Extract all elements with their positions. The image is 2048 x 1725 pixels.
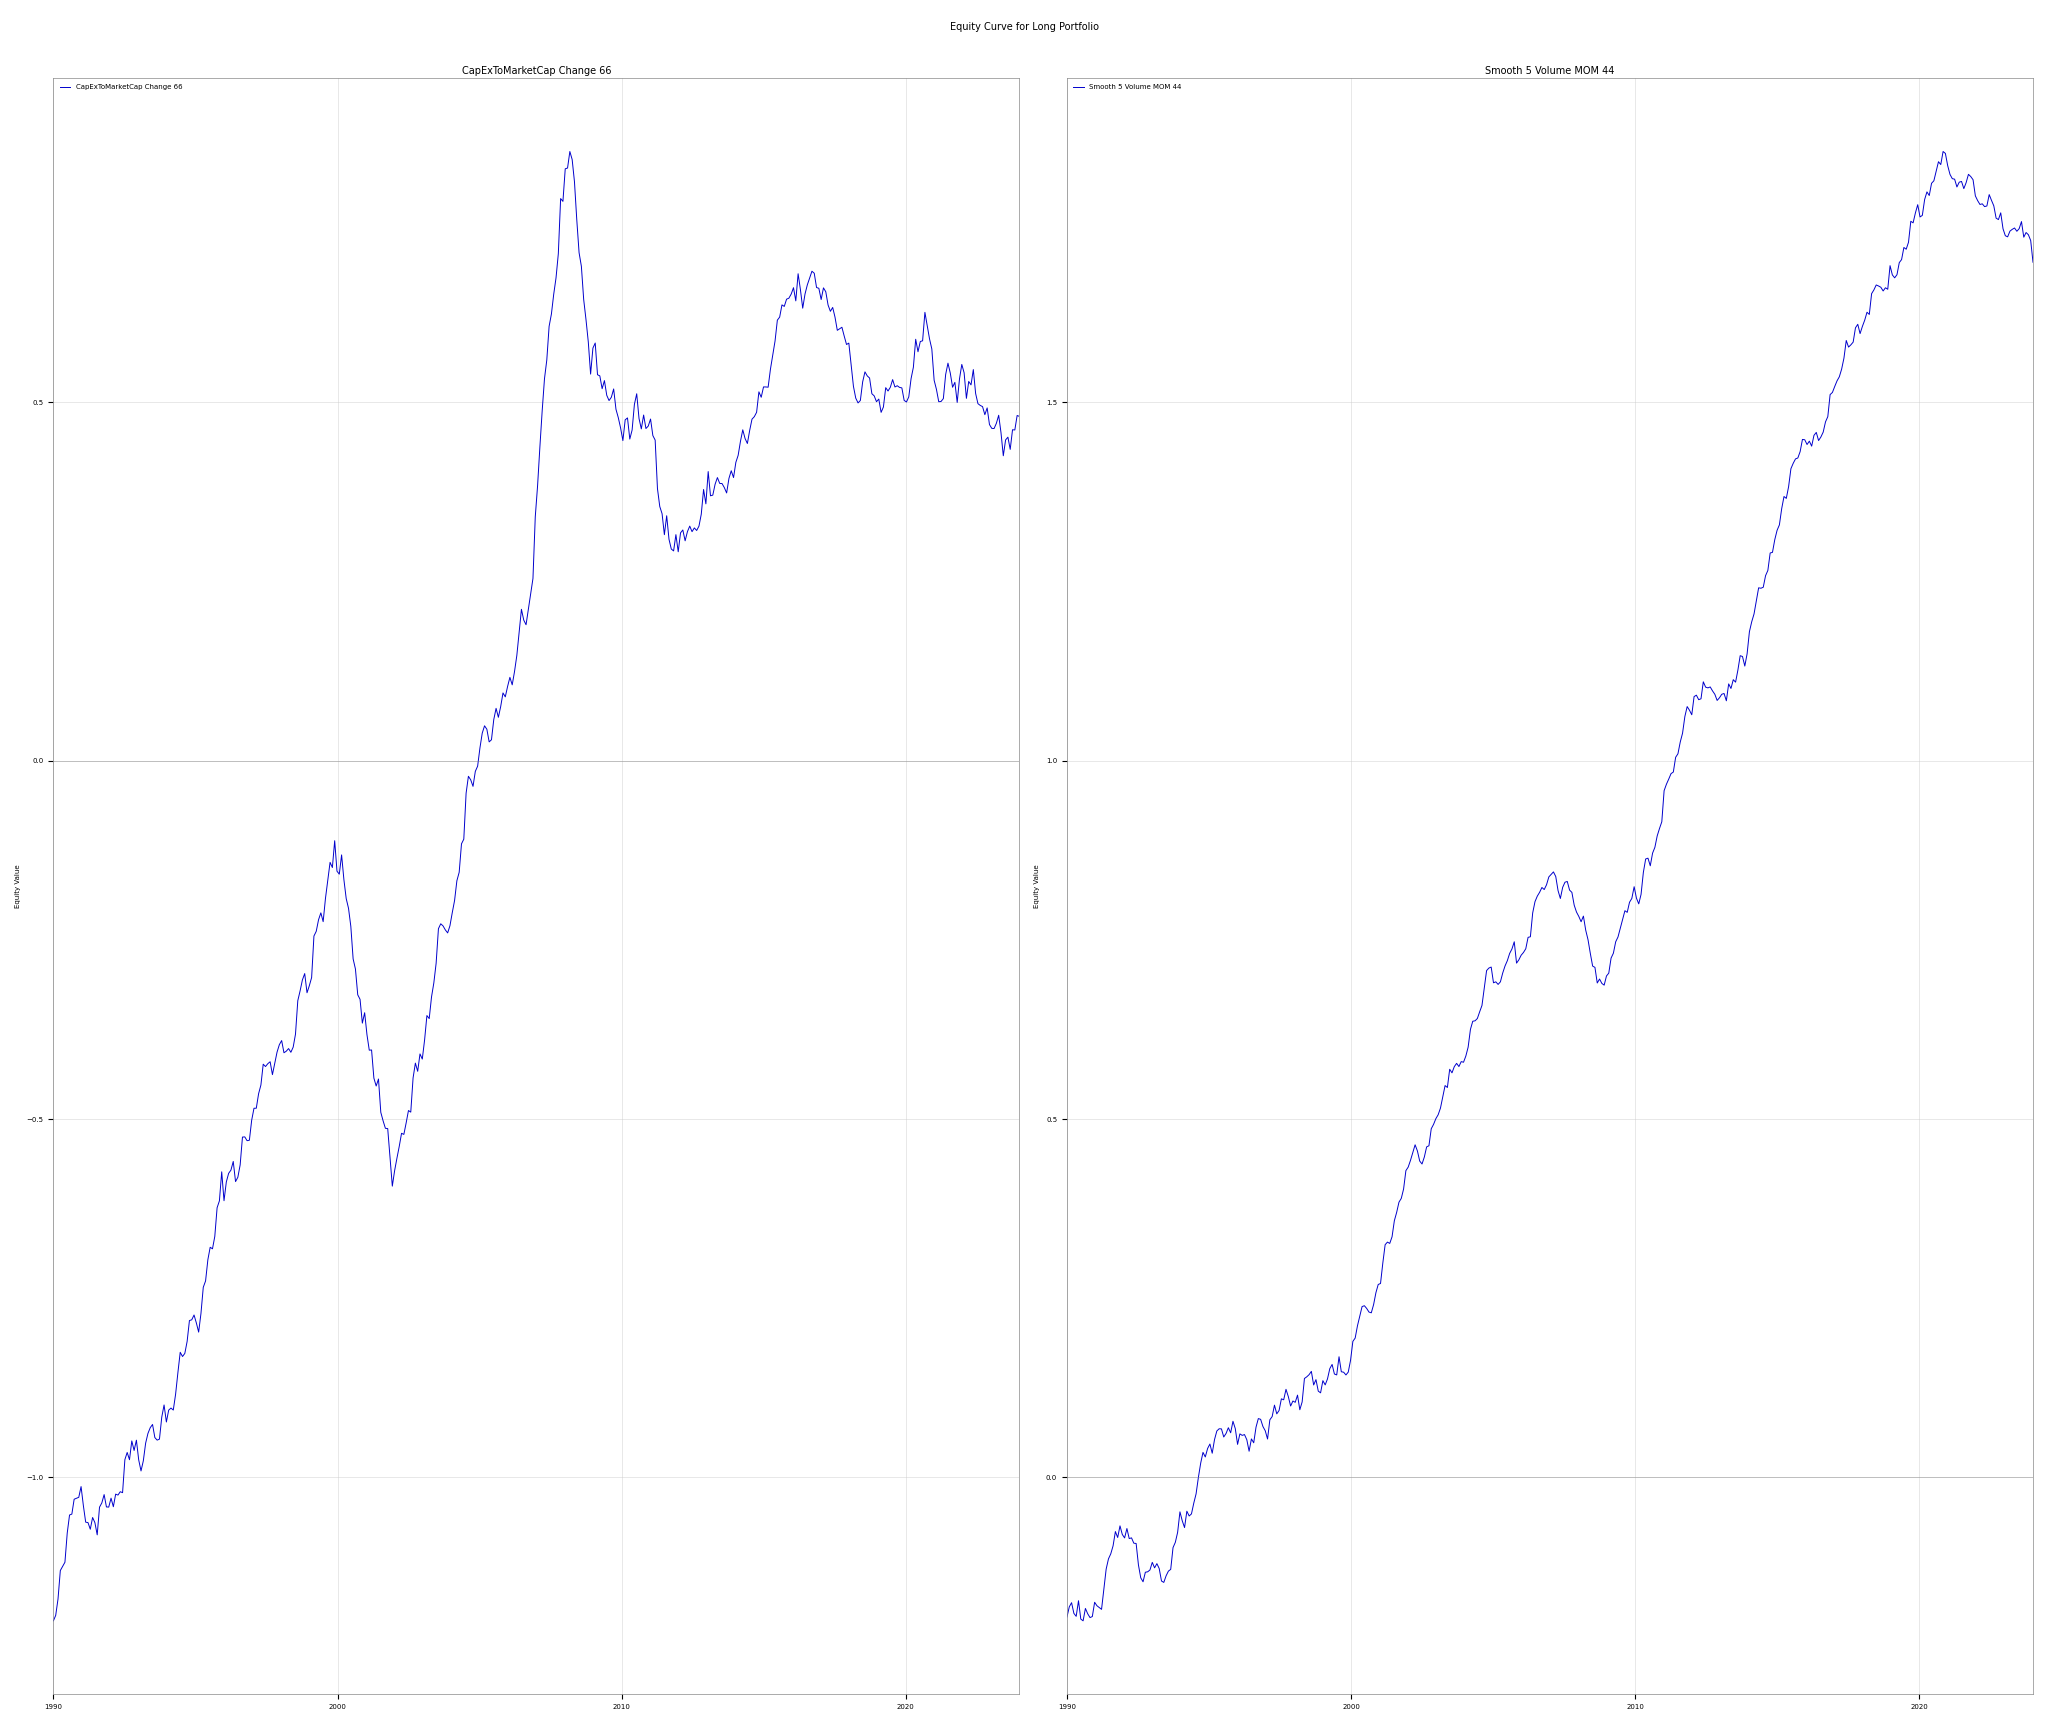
Text: Equity Curve for Long Portfolio: Equity Curve for Long Portfolio xyxy=(950,22,1098,33)
Legend: CapExToMarketCap Change 66: CapExToMarketCap Change 66 xyxy=(57,81,184,93)
Y-axis label: Equity Value: Equity Value xyxy=(14,864,20,907)
Y-axis label: Equity Value: Equity Value xyxy=(1034,864,1040,907)
Legend: Smooth 5 Volume MOM 44: Smooth 5 Volume MOM 44 xyxy=(1071,81,1184,93)
Title: CapExToMarketCap Change 66: CapExToMarketCap Change 66 xyxy=(461,66,610,76)
Title: Smooth 5 Volume MOM 44: Smooth 5 Volume MOM 44 xyxy=(1485,66,1614,76)
